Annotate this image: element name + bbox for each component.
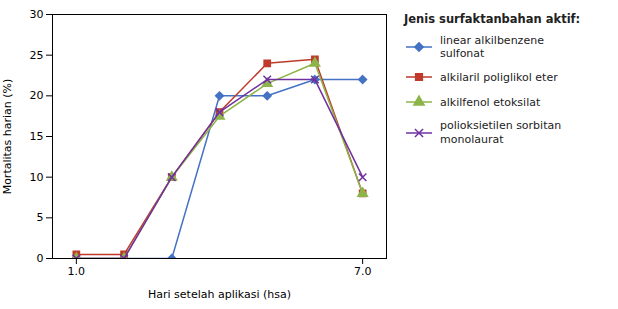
svg-text:15: 15	[30, 130, 44, 143]
svg-text:25: 25	[30, 49, 44, 62]
svg-text:10: 10	[30, 171, 44, 184]
svg-text:30: 30	[30, 8, 44, 21]
html-text:polioksietilen sorbitan monola: polioksietilen sorbitan monolaurat	[440, 119, 562, 146]
svg-text:20: 20	[30, 89, 44, 102]
html-text:alkilaril poliglikol eter: alkilaril poliglikol eter	[440, 70, 558, 84]
html-text:Jenis surfaktanbahan aktif:: Jenis surfaktanbahan aktif:	[404, 12, 581, 26]
svg-text:0: 0	[37, 252, 44, 265]
svg-text:7.0: 7.0	[354, 265, 372, 278]
svg-text:Hari setelah aplikasi (hsa): Hari setelah aplikasi (hsa)	[148, 288, 291, 301]
html-text:alkilfenol etoksilat: alkilfenol etoksilat	[440, 95, 541, 109]
svg-text:Mortalitas harian (%): Mortalitas harian (%)	[1, 79, 14, 195]
html-text:linear alkilbenzene sulfonat: linear alkilbenzene sulfonat	[440, 34, 544, 61]
svg-text:1.0: 1.0	[68, 265, 86, 278]
svg-text:5: 5	[37, 211, 44, 224]
